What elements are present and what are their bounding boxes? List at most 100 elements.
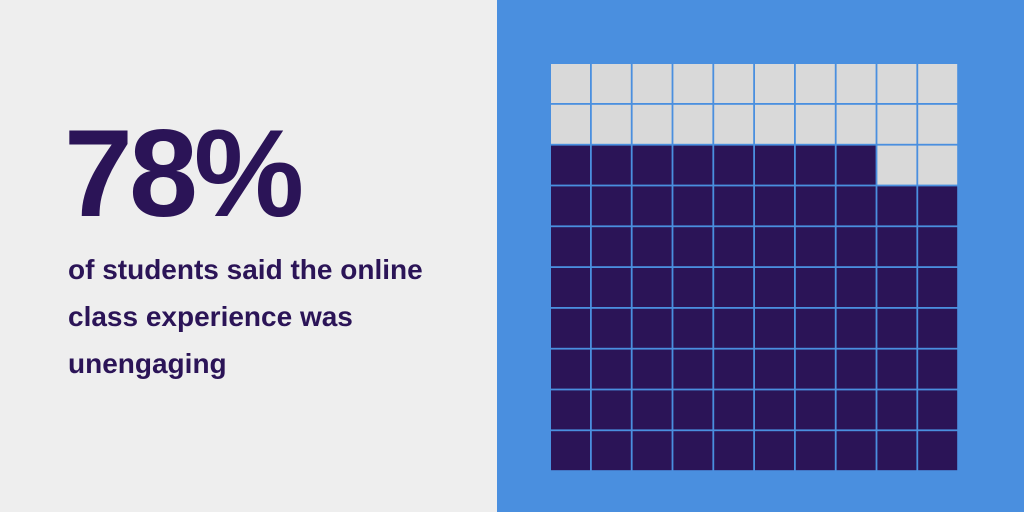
waffle-cell-filled bbox=[755, 390, 794, 430]
waffle-cell-empty bbox=[918, 64, 958, 103]
waffle-cell-empty bbox=[632, 64, 672, 103]
waffle-cell-empty bbox=[918, 145, 958, 185]
waffle-cell-filled bbox=[795, 227, 835, 267]
waffle-cell-filled bbox=[755, 431, 794, 471]
waffle-cell-filled bbox=[755, 349, 794, 389]
waffle-cell-filled bbox=[591, 145, 631, 185]
waffle-cell-filled bbox=[551, 186, 590, 226]
waffle-cell-filled bbox=[551, 268, 590, 307]
waffle-cell-filled bbox=[714, 268, 754, 307]
waffle-cell-filled bbox=[918, 431, 958, 471]
waffle-cell-filled bbox=[795, 431, 835, 471]
waffle-cell-filled bbox=[632, 431, 672, 471]
description: of students said the online class experi… bbox=[68, 254, 423, 379]
waffle-cell-filled bbox=[673, 349, 713, 389]
waffle-cell-filled bbox=[714, 227, 754, 267]
waffle-cell-filled bbox=[714, 145, 754, 185]
waffle-cell-filled bbox=[755, 186, 794, 226]
waffle-cell-filled bbox=[551, 390, 590, 430]
waffle-cell-empty bbox=[551, 104, 590, 144]
waffle-cell-filled bbox=[877, 308, 917, 348]
waffle-cell-filled bbox=[918, 349, 958, 389]
waffle-cell-filled bbox=[714, 308, 754, 348]
waffle-cell-filled bbox=[673, 227, 713, 267]
waffle-cell-filled bbox=[632, 145, 672, 185]
waffle-cell-empty bbox=[591, 104, 631, 144]
waffle-cell-filled bbox=[591, 227, 631, 267]
waffle-cell-empty bbox=[836, 64, 876, 103]
waffle-cell-filled bbox=[795, 349, 835, 389]
waffle-cell-filled bbox=[714, 431, 754, 471]
waffle-cell-filled bbox=[918, 186, 958, 226]
waffle-cell-filled bbox=[714, 349, 754, 389]
waffle-cell-filled bbox=[836, 227, 876, 267]
waffle-cell-filled bbox=[918, 227, 958, 267]
waffle-cell-filled bbox=[673, 268, 713, 307]
waffle-cell-filled bbox=[877, 349, 917, 389]
waffle-cell-empty bbox=[918, 104, 958, 144]
waffle-cell-filled bbox=[795, 268, 835, 307]
waffle-cell-filled bbox=[755, 308, 794, 348]
waffle-cell-empty bbox=[877, 145, 917, 185]
waffle-cell-filled bbox=[714, 186, 754, 226]
waffle-cell-filled bbox=[877, 431, 917, 471]
waffle-cell-filled bbox=[591, 349, 631, 389]
waffle-cell-filled bbox=[918, 268, 958, 307]
headline-value: 78% bbox=[64, 105, 304, 243]
waffle-cell-empty bbox=[795, 64, 835, 103]
waffle-cell-filled bbox=[673, 390, 713, 430]
waffle-cell-empty bbox=[795, 104, 835, 144]
waffle-cell-filled bbox=[673, 431, 713, 471]
waffle-cell-filled bbox=[918, 308, 958, 348]
waffle-cell-filled bbox=[755, 268, 794, 307]
waffle-cell-empty bbox=[673, 104, 713, 144]
waffle-cell-filled bbox=[632, 349, 672, 389]
waffle-cell-empty bbox=[836, 104, 876, 144]
waffle-cell-filled bbox=[632, 186, 672, 226]
waffle-cell-filled bbox=[632, 227, 672, 267]
waffle-cell-filled bbox=[714, 390, 754, 430]
waffle-cell-filled bbox=[795, 390, 835, 430]
waffle-cell-filled bbox=[673, 145, 713, 185]
waffle-cell-filled bbox=[795, 308, 835, 348]
waffle-cell-filled bbox=[877, 186, 917, 226]
waffle-cell-empty bbox=[877, 104, 917, 144]
waffle-cell-empty bbox=[632, 104, 672, 144]
waffle-cell-filled bbox=[795, 186, 835, 226]
waffle-cell-empty bbox=[714, 64, 754, 103]
waffle-cell-filled bbox=[591, 186, 631, 226]
waffle-cell-filled bbox=[591, 308, 631, 348]
waffle-cell-filled bbox=[591, 431, 631, 471]
waffle-cell-empty bbox=[591, 64, 631, 103]
waffle-cell-filled bbox=[836, 349, 876, 389]
waffle-cell-filled bbox=[551, 349, 590, 389]
waffle-cell-filled bbox=[551, 145, 590, 185]
waffle-cell-filled bbox=[673, 308, 713, 348]
waffle-cell-empty bbox=[755, 104, 794, 144]
waffle-cell-filled bbox=[836, 145, 876, 185]
waffle-cell-empty bbox=[877, 64, 917, 103]
waffle-cell-filled bbox=[551, 227, 590, 267]
waffle-cell-filled bbox=[877, 268, 917, 307]
waffle-cell-empty bbox=[714, 104, 754, 144]
waffle-cell-filled bbox=[877, 227, 917, 267]
waffle-cell-filled bbox=[673, 186, 713, 226]
waffle-cell-filled bbox=[836, 268, 876, 307]
waffle-cell-empty bbox=[673, 64, 713, 103]
waffle-cell-filled bbox=[877, 390, 917, 430]
chart-panel bbox=[497, 0, 1024, 512]
waffle-cell-filled bbox=[591, 390, 631, 430]
waffle-cell-filled bbox=[632, 308, 672, 348]
waffle-cell-filled bbox=[795, 145, 835, 185]
waffle-cell-filled bbox=[836, 308, 876, 348]
waffle-cell-filled bbox=[918, 390, 958, 430]
waffle-cell-filled bbox=[836, 186, 876, 226]
waffle-cell-filled bbox=[591, 268, 631, 307]
waffle-cell-filled bbox=[836, 431, 876, 471]
waffle-cell-filled bbox=[632, 390, 672, 430]
waffle-cell-filled bbox=[755, 145, 794, 185]
waffle-cell-filled bbox=[551, 431, 590, 471]
waffle-cell-filled bbox=[755, 227, 794, 267]
waffle-cell-filled bbox=[632, 268, 672, 307]
